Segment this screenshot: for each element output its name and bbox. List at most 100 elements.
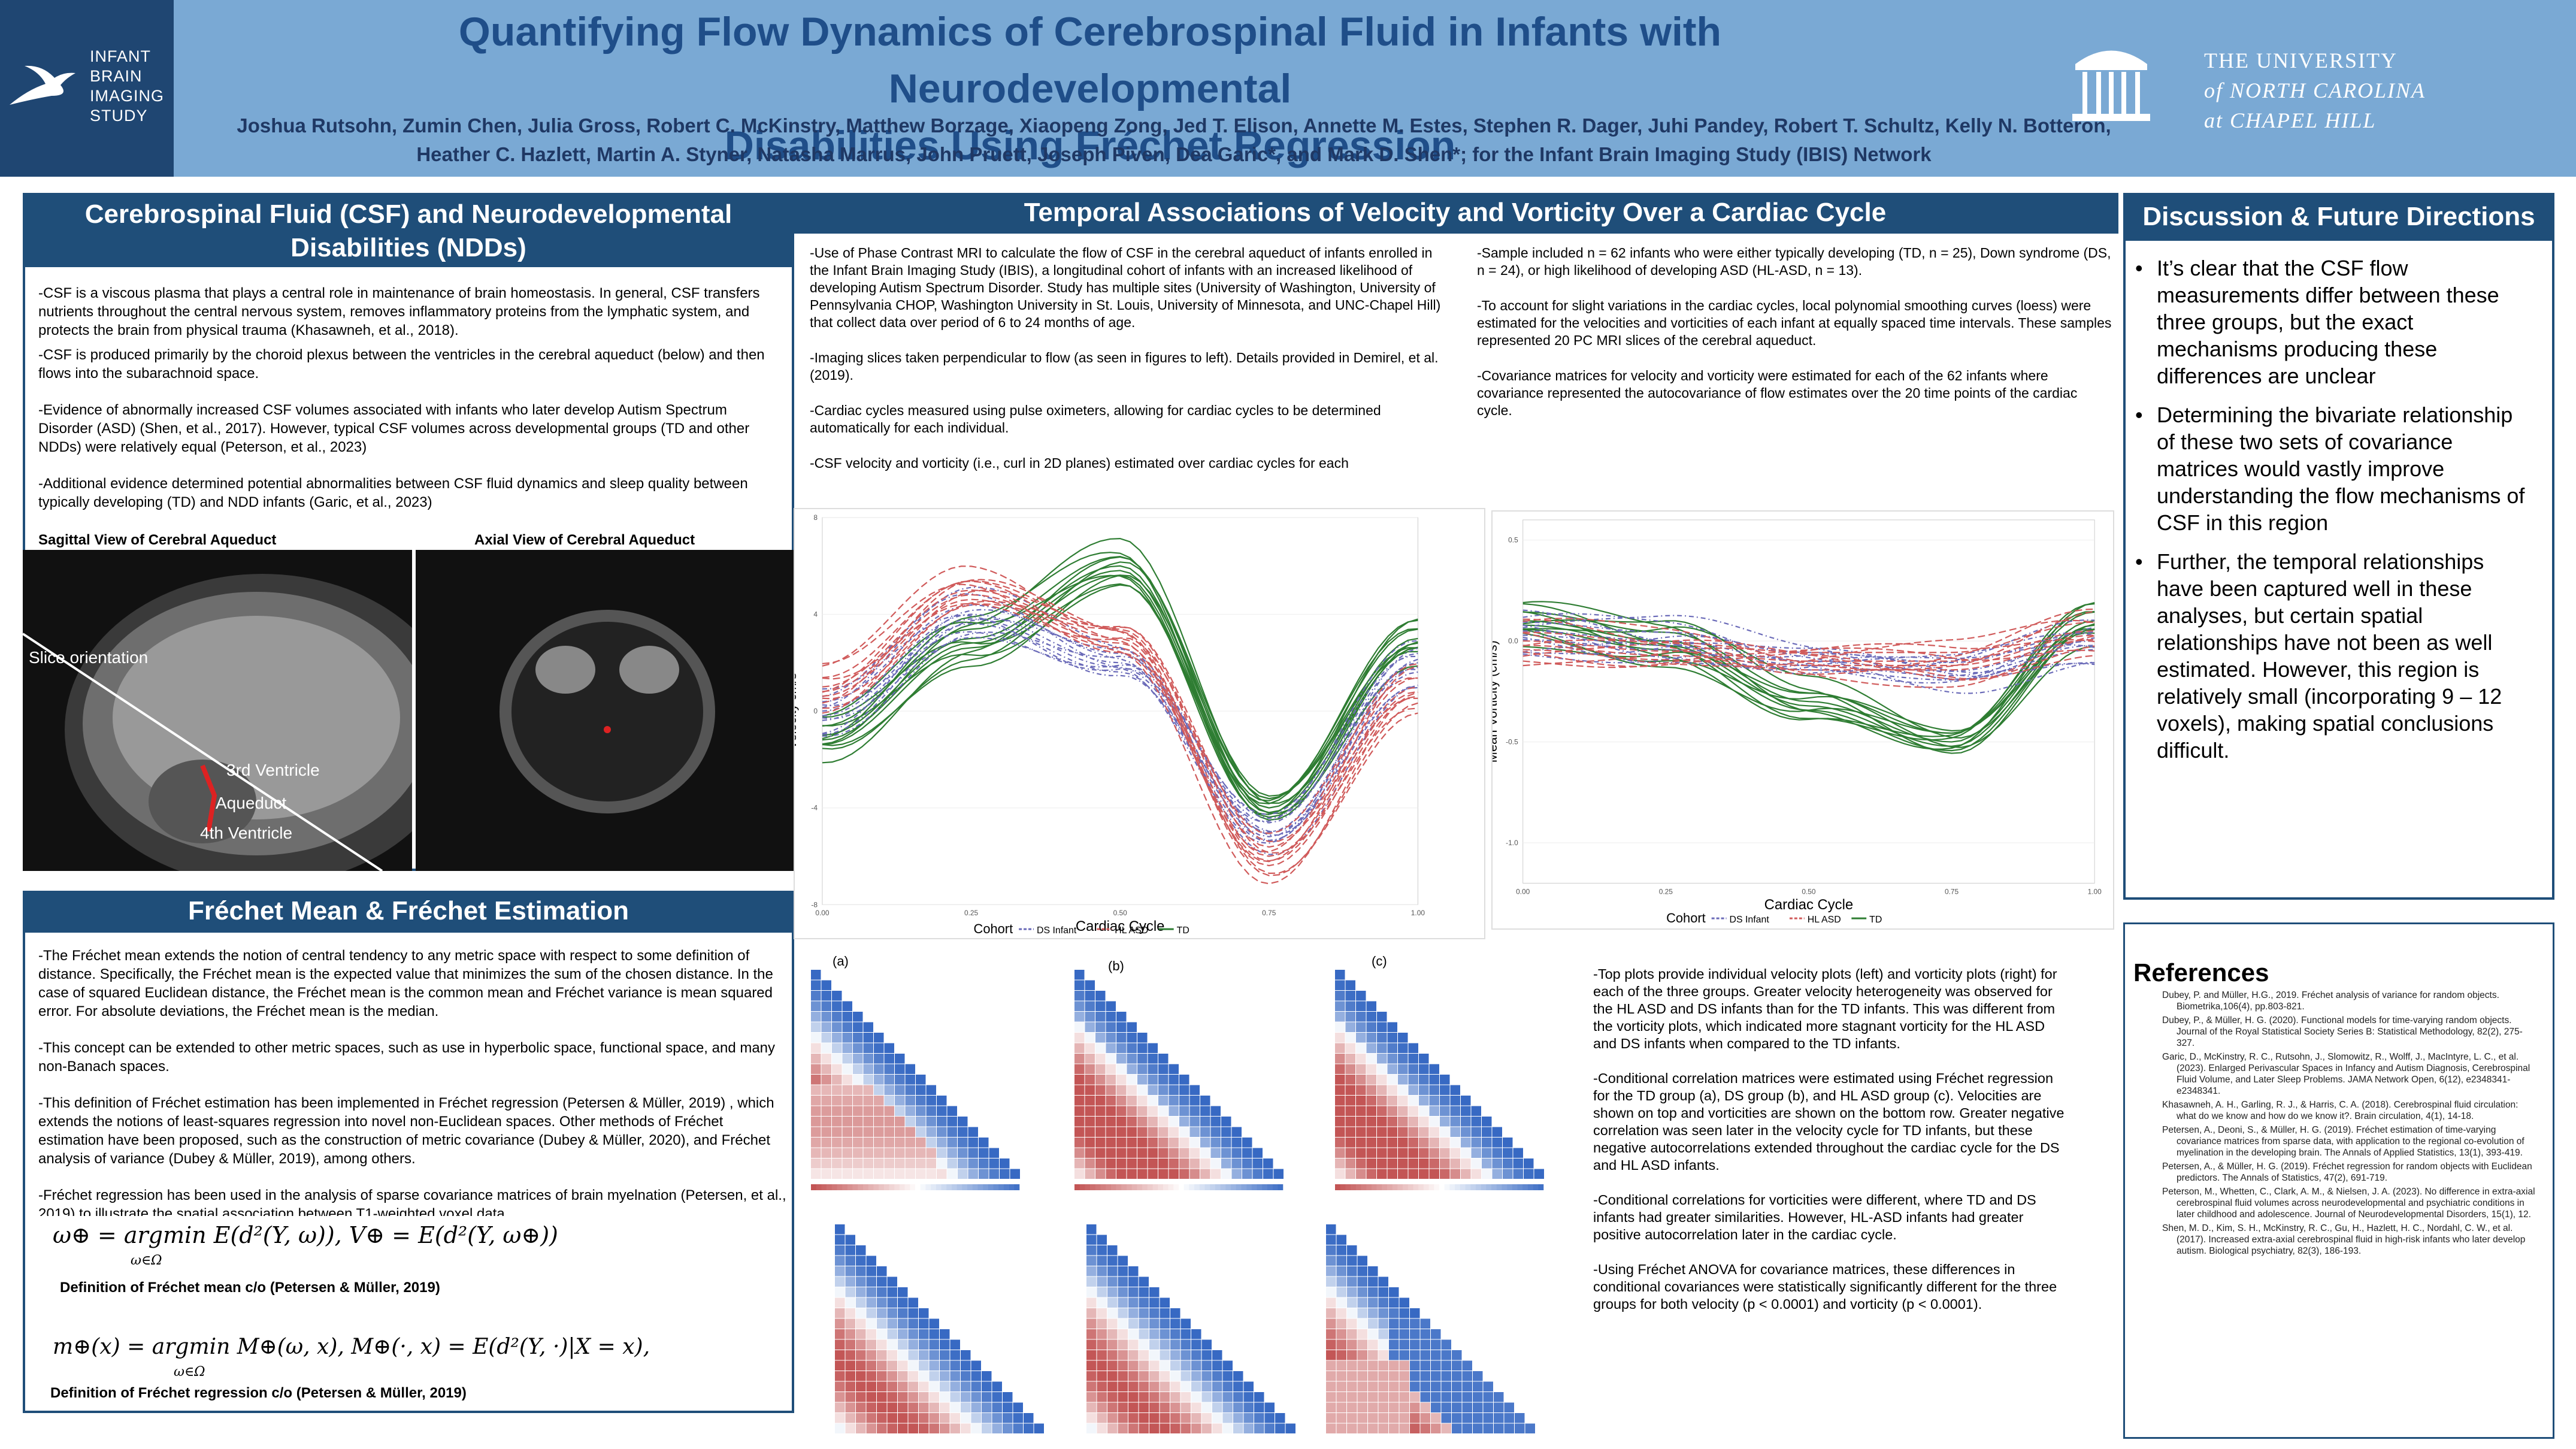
series-line-td bbox=[822, 574, 1418, 815]
matrix-cell bbox=[1086, 1413, 1097, 1423]
x-tick-label: 0.75 bbox=[1262, 909, 1276, 917]
panel-c-label: (c) bbox=[1372, 954, 1387, 969]
matrix-cell bbox=[887, 1423, 897, 1433]
matrix-cell bbox=[1461, 1127, 1471, 1137]
series-line-td bbox=[1522, 601, 2095, 750]
matrix-cell bbox=[1389, 1381, 1399, 1391]
frechet-heading: Fréchet Mean & Fréchet Estimation bbox=[23, 891, 794, 933]
colorbar-segment bbox=[1079, 1184, 1085, 1190]
matrix-cell bbox=[1170, 1423, 1180, 1433]
matrix-cell bbox=[1398, 1096, 1408, 1106]
matrix-cell bbox=[832, 1001, 842, 1011]
matrix-cell bbox=[1127, 1043, 1137, 1053]
matrix-cell bbox=[1452, 1413, 1462, 1423]
matrix-cell bbox=[929, 1360, 939, 1371]
matrix-cell bbox=[856, 1413, 866, 1423]
colorbar-segment bbox=[1423, 1184, 1429, 1190]
matrix-cell bbox=[1326, 1329, 1336, 1339]
matrix-cell bbox=[811, 1043, 821, 1053]
matrix-cell bbox=[1179, 1075, 1189, 1085]
matrix-cell bbox=[856, 1339, 866, 1350]
matrix-cell bbox=[1471, 1148, 1481, 1158]
matrix-cell bbox=[1074, 1022, 1085, 1032]
matrix-cell bbox=[1471, 1127, 1481, 1137]
matrix-cell bbox=[1473, 1413, 1483, 1423]
matrix-cell bbox=[1116, 1012, 1127, 1022]
matrix-cell bbox=[1408, 1169, 1418, 1179]
matrix-cell bbox=[1085, 1075, 1095, 1085]
matrix-cell bbox=[1399, 1423, 1409, 1433]
matrix-cell bbox=[853, 1106, 863, 1116]
matrix-cell bbox=[1149, 1287, 1160, 1297]
matrix-cell bbox=[1431, 1413, 1441, 1423]
matrix-cell bbox=[1368, 1371, 1378, 1381]
matrix-cell bbox=[1128, 1266, 1139, 1276]
matrix-cell bbox=[1440, 1106, 1450, 1116]
matrix-cell bbox=[866, 1413, 876, 1423]
matrix-cell bbox=[1201, 1381, 1212, 1391]
matrix-cell bbox=[853, 1054, 863, 1064]
matrix-cell bbox=[1336, 1297, 1346, 1308]
matrix-cell bbox=[1494, 1423, 1504, 1433]
matrix-cell bbox=[1366, 1158, 1376, 1169]
matrix-cell bbox=[1429, 1148, 1439, 1158]
matrix-cell bbox=[1074, 1085, 1085, 1095]
colorbar-segment bbox=[1502, 1184, 1508, 1190]
matrix-cell bbox=[1139, 1392, 1149, 1402]
matrix-cell bbox=[1503, 1169, 1513, 1179]
matrix-cell bbox=[1116, 1138, 1127, 1148]
matrix-cell bbox=[1378, 1308, 1388, 1318]
matrix-cell bbox=[1107, 1423, 1118, 1433]
series-line-td bbox=[1522, 624, 2095, 747]
matrix-cell bbox=[1097, 1308, 1107, 1318]
matrix-cell bbox=[1408, 1117, 1418, 1127]
matrix-cell bbox=[821, 991, 831, 1001]
matrix-cell bbox=[1148, 1148, 1158, 1158]
matrix-cell bbox=[811, 991, 821, 1001]
matrix-cell bbox=[1200, 1148, 1210, 1158]
matrix-cell bbox=[853, 1169, 863, 1179]
series-line-ds-infant bbox=[1522, 635, 2095, 694]
matrix-cell bbox=[863, 1085, 873, 1095]
matrix-cell bbox=[1357, 1350, 1367, 1360]
colorbar-segment bbox=[1090, 1184, 1096, 1190]
matrix-cell bbox=[947, 1106, 957, 1116]
matrix-cell bbox=[1366, 1012, 1376, 1022]
matrix-cell bbox=[1097, 1371, 1107, 1381]
matrix-cell bbox=[1149, 1392, 1160, 1402]
ibis-logo bbox=[0, 0, 174, 177]
y-tick-label: 8 bbox=[813, 513, 818, 522]
matrix-cell bbox=[866, 1381, 876, 1391]
vorticity-correlation-td bbox=[835, 1224, 1044, 1433]
matrix-cell bbox=[1399, 1371, 1409, 1381]
matrix-cell bbox=[916, 1169, 926, 1179]
matrix-cell bbox=[926, 1117, 936, 1127]
matrix-cell bbox=[1128, 1413, 1139, 1423]
matrix-cell bbox=[1366, 1169, 1376, 1179]
colorbar-segment bbox=[868, 1184, 874, 1190]
matrix-cell bbox=[1221, 1127, 1231, 1137]
matrix-cell bbox=[1462, 1360, 1472, 1371]
matrix-cell bbox=[1212, 1413, 1222, 1423]
matrix-cell bbox=[1368, 1308, 1378, 1318]
matrix-cell bbox=[1441, 1381, 1451, 1391]
matrix-cell bbox=[1335, 1064, 1345, 1074]
matrix-cell bbox=[1326, 1360, 1336, 1371]
matrix-cell bbox=[1106, 1033, 1116, 1043]
matrix-cell bbox=[1389, 1360, 1399, 1371]
matrix-cell bbox=[887, 1402, 897, 1412]
matrix-cell bbox=[971, 1392, 981, 1402]
matrix-cell bbox=[887, 1413, 897, 1423]
matrix-cell bbox=[1368, 1297, 1378, 1308]
matrix-cell bbox=[1128, 1360, 1139, 1371]
matrix-cell bbox=[1377, 1138, 1387, 1148]
matrix-cell bbox=[1158, 1085, 1169, 1095]
x-tick-label: 1.00 bbox=[2088, 887, 2102, 896]
matrix-cell bbox=[1127, 1064, 1137, 1074]
matrix-cell bbox=[1118, 1256, 1128, 1266]
matrix-cell bbox=[1366, 1138, 1376, 1148]
matrix-cell bbox=[1429, 1085, 1439, 1095]
matrix-cell bbox=[1137, 1117, 1148, 1127]
matrix-cell bbox=[1095, 1075, 1106, 1085]
matrix-cell bbox=[1149, 1371, 1160, 1381]
